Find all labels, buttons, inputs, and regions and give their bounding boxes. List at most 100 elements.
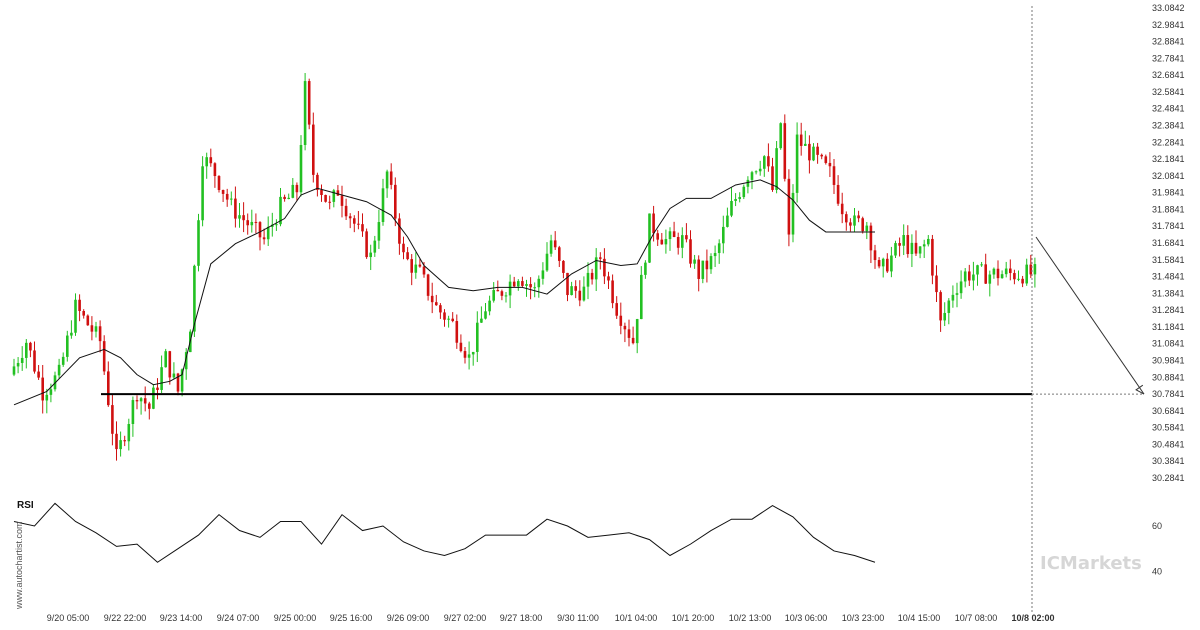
x-tick-label: 9/20 05:00 <box>47 613 90 623</box>
candle-down <box>832 166 836 185</box>
candle-up <box>853 215 856 226</box>
y-tick-label: 30.3841 <box>1152 456 1185 466</box>
candle-up <box>172 373 176 378</box>
candle-down <box>611 280 614 304</box>
candle-up <box>467 354 471 358</box>
candle-down <box>217 176 221 190</box>
candle-down <box>102 341 106 372</box>
candle-up <box>25 342 28 358</box>
candle-down <box>968 271 971 281</box>
candle-up <box>480 318 483 323</box>
y-tick-label: 31.3841 <box>1152 288 1185 298</box>
x-tick-label: 10/3 06:00 <box>785 613 828 623</box>
candle-up <box>504 295 508 297</box>
candle-down <box>898 243 901 246</box>
candle-down <box>767 156 770 167</box>
candle-up <box>734 198 737 201</box>
candle-up <box>332 190 336 202</box>
candle-down <box>312 124 315 175</box>
rsi-tick-label: 40 <box>1152 566 1162 576</box>
y-tick-label: 31.8841 <box>1152 204 1185 214</box>
candle-down <box>353 218 356 224</box>
candle-down <box>607 276 610 281</box>
candle-down <box>816 146 819 155</box>
candle-down <box>849 222 852 226</box>
candle-down <box>857 215 860 219</box>
candle-up <box>644 262 647 275</box>
candle-up <box>894 243 897 256</box>
candle-up <box>180 369 184 392</box>
candle-up <box>1033 264 1037 275</box>
y-tick-label: 32.1841 <box>1152 154 1185 164</box>
broker-watermark: ICMarkets <box>1040 553 1142 574</box>
x-tick-label: 9/25 00:00 <box>274 613 317 623</box>
candle-down <box>33 350 36 372</box>
candle-down <box>771 166 774 190</box>
candle-down <box>455 321 459 343</box>
candle-up <box>890 255 893 272</box>
candle-down <box>344 205 348 217</box>
candle-up <box>988 274 992 284</box>
candle-up <box>447 318 450 320</box>
moving-average-line <box>13 179 875 406</box>
candle-up <box>484 311 487 319</box>
candle-up <box>533 287 536 289</box>
candle-down <box>562 260 565 273</box>
candle-down <box>619 315 623 326</box>
candle-down <box>1029 264 1033 275</box>
candle-down <box>984 264 987 284</box>
candle-up <box>758 168 762 172</box>
candle-down <box>143 398 147 404</box>
candle-up <box>127 423 131 442</box>
candle-up <box>279 196 282 225</box>
candle-up <box>508 281 512 296</box>
candle-down <box>996 268 1000 279</box>
candle-down <box>574 286 577 291</box>
candle-down <box>783 123 787 179</box>
candle-down <box>521 281 524 286</box>
candle-down <box>336 190 340 196</box>
candle-up <box>377 222 381 241</box>
candle-up <box>541 270 545 279</box>
candle-up <box>545 253 549 271</box>
candle-down <box>418 264 422 267</box>
candle-up <box>57 364 61 376</box>
candle-down <box>430 295 434 303</box>
candle-up <box>775 148 778 190</box>
candle-up <box>910 242 914 255</box>
candle-down <box>1013 273 1016 280</box>
candle-down <box>906 235 910 255</box>
candle-up <box>201 166 204 221</box>
candle-up <box>266 226 270 240</box>
candle-up <box>951 294 955 301</box>
candle-down <box>627 329 631 338</box>
candle-up <box>570 286 573 296</box>
candle-down <box>340 195 344 206</box>
candle-down <box>115 433 118 450</box>
y-tick-label: 32.3841 <box>1152 121 1185 131</box>
y-tick-label: 32.8841 <box>1152 37 1185 47</box>
projection-arrow <box>1035 236 1145 395</box>
rsi-line <box>13 502 876 563</box>
y-tick-label: 33.0842 <box>1152 3 1185 13</box>
candle-down <box>82 311 85 316</box>
candle-down <box>398 218 401 244</box>
candle-up <box>139 398 143 402</box>
candle-down <box>365 231 368 258</box>
projection-arrow-head <box>1135 384 1145 395</box>
candle-up <box>1025 264 1028 284</box>
price-panel: 33.0842 32.9841 32.8841 32.7841 32.6841 32.58… <box>12 3 1185 612</box>
candle-down <box>697 259 700 279</box>
x-axis: 9/20 05:00 9/22 22:00 9/23 14:00 9/24 07:00… <box>47 613 1055 623</box>
candle-up <box>795 134 799 193</box>
candle-up <box>471 351 475 355</box>
candle-up <box>517 281 520 287</box>
candle-down <box>931 238 934 276</box>
candle-down <box>410 259 413 273</box>
candle-down <box>402 243 405 253</box>
candle-down <box>307 81 311 125</box>
x-tick-label: 10/4 15:00 <box>898 613 941 623</box>
x-tick-label: 9/24 07:00 <box>217 613 260 623</box>
candle-down <box>787 178 791 235</box>
